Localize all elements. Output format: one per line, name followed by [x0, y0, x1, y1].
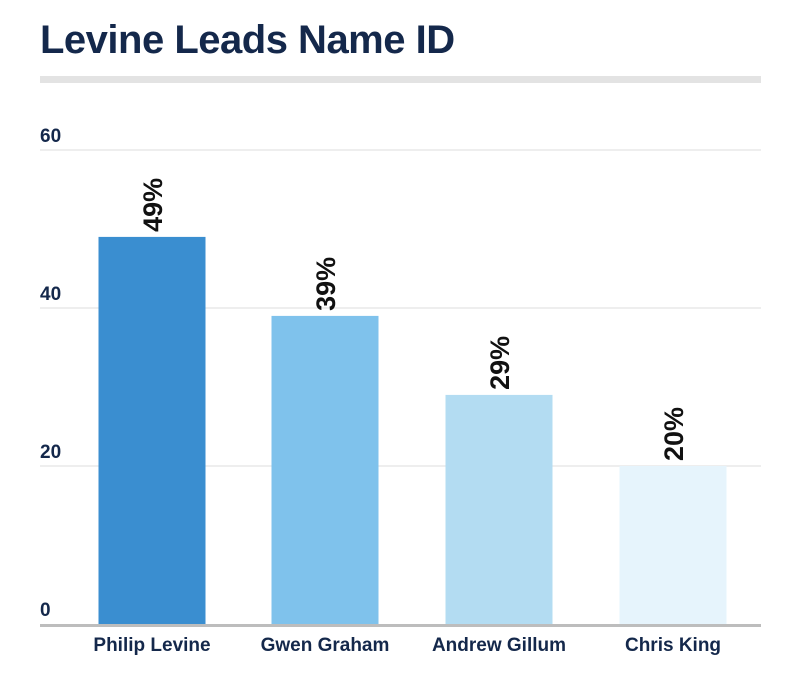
bar-value-label: 20%: [659, 407, 689, 461]
x-category-label: Andrew Gillum: [432, 635, 566, 656]
bar-value-label: 29%: [485, 336, 515, 390]
data-labels: 49% 39% 29% 20%: [138, 178, 689, 461]
bar-value-label: 49%: [138, 178, 168, 232]
title-divider: [40, 76, 761, 83]
bar: [619, 466, 727, 624]
bar: [98, 236, 206, 624]
y-axis-ticks: 0 20 40 60: [40, 126, 61, 621]
y-tick-label: 20: [40, 442, 61, 463]
y-tick-label: 60: [40, 126, 61, 147]
chart-title: Levine Leads Name ID: [40, 18, 455, 62]
bar: [271, 315, 379, 624]
x-category-label: Philip Levine: [93, 635, 210, 656]
y-tick-label: 40: [40, 284, 61, 305]
y-tick-label: 0: [40, 600, 51, 621]
bars: [98, 236, 727, 624]
x-category-label: Gwen Graham: [261, 635, 390, 656]
x-category-label: Chris King: [625, 635, 721, 656]
x-axis-categories: Philip Levine Gwen Graham Andrew Gillum Chr…: [93, 635, 721, 656]
bar-value-label: 39%: [311, 257, 341, 311]
bar: [445, 394, 553, 624]
